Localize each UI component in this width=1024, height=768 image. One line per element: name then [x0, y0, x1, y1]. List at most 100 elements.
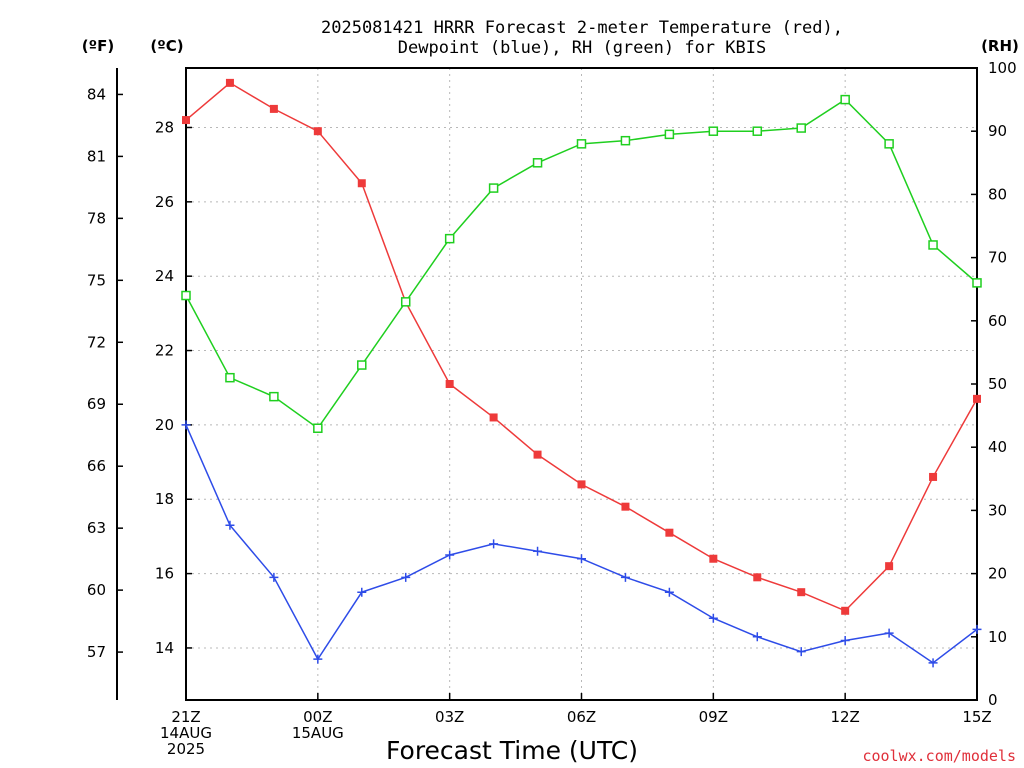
dewpoint-point	[972, 624, 982, 634]
rh-point	[181, 290, 191, 301]
rh-line	[185, 98, 978, 430]
rh-point	[620, 135, 631, 146]
temperature-point	[533, 450, 542, 459]
dewpoint-point	[181, 420, 191, 430]
temperature-point	[225, 78, 234, 87]
rh-point	[269, 391, 279, 402]
rh-point	[708, 126, 719, 136]
rh-tick-label: 10	[988, 628, 1007, 646]
rh-series	[181, 94, 982, 433]
rh-tick-label: 40	[988, 438, 1007, 456]
dewpoint-point	[577, 554, 586, 564]
temperature-point	[841, 606, 850, 615]
dewpoint-point	[357, 587, 367, 597]
x-axis-label: Forecast Time (UTC)	[386, 736, 638, 765]
dewpoint-point	[533, 546, 543, 556]
rh-point	[225, 372, 235, 383]
rh-point	[400, 297, 411, 307]
celsius-tick-label: 20	[155, 416, 174, 434]
fahrenheit-tick-label: 81	[87, 147, 106, 165]
rh-tick-label: 90	[988, 122, 1007, 140]
temperature-point	[621, 502, 630, 511]
temperature-series	[182, 78, 981, 615]
temperature-point	[577, 480, 586, 489]
temperature-point	[357, 179, 366, 188]
x-tick-label: 00Z 15AUG	[292, 708, 344, 742]
fahrenheit-tick-label: 57	[87, 643, 106, 661]
rh-point	[357, 360, 367, 370]
celsius-tick-label: 16	[155, 565, 174, 583]
rh-tick-label: 60	[988, 312, 1007, 330]
temperature-point	[182, 116, 190, 125]
fahrenheit-tick-label: 78	[87, 209, 106, 227]
fahrenheit-unit-label: (ºF)	[82, 37, 114, 55]
temperature-point	[665, 528, 674, 537]
temperature-point	[709, 554, 718, 563]
celsius-tick-label: 26	[155, 193, 174, 211]
rh-point	[840, 94, 850, 105]
rh-tick-label: 80	[988, 185, 1007, 203]
rh-tick-label: 30	[988, 501, 1007, 519]
rh-point	[444, 233, 455, 244]
dewpoint-point	[884, 628, 894, 638]
dewpoint-point	[401, 572, 411, 582]
dewpoint-point	[840, 636, 850, 646]
x-tick-label: 03Z	[435, 708, 464, 726]
rh-point	[884, 139, 894, 149]
temperature-point	[269, 104, 278, 113]
fahrenheit-tick-label: 66	[87, 457, 106, 475]
celsius-tick-label: 28	[155, 118, 174, 136]
temperature-point	[489, 413, 498, 422]
fahrenheit-tick-label: 84	[87, 85, 106, 103]
plot-frame	[185, 67, 978, 701]
x-tick-label: 06Z	[567, 708, 596, 726]
celsius-tick-label: 18	[155, 490, 174, 508]
fahrenheit-tick-label: 72	[87, 333, 106, 351]
dewpoint-point	[928, 658, 938, 668]
grid	[186, 68, 977, 700]
dewpoint-point	[620, 572, 630, 582]
temperature-point	[973, 394, 981, 403]
rh-tick-label: 50	[988, 375, 1007, 393]
rh-tick-label: 0	[988, 691, 998, 709]
axes: 57 60 63 66 69 72 75 78 81 84 14 16 18 20 22 24 26 28 0 10 2…	[87, 59, 1017, 758]
series-layer	[181, 78, 982, 668]
temperature-point	[929, 472, 938, 481]
temperature-point	[445, 380, 454, 388]
rh-tick-label: 20	[988, 565, 1007, 583]
fahrenheit-tick-label: 63	[87, 519, 106, 537]
temperature-point	[753, 573, 762, 582]
rh-unit-label: (RH)	[981, 37, 1019, 55]
chart-title-line-2: Dewpoint (blue), RH (green) for KBIS	[398, 38, 766, 58]
celsius-tick-label: 24	[155, 267, 174, 285]
dewpoint-point	[269, 572, 279, 582]
chart-title-line-1: 2025081421 HRRR Forecast 2-meter Tempera…	[321, 18, 843, 38]
site-credit: coolwx.com/models	[862, 747, 1016, 765]
dewpoint-point	[313, 654, 323, 664]
rh-point	[664, 129, 675, 140]
fahrenheit-tick-label: 69	[87, 395, 106, 413]
rh-point	[488, 183, 499, 193]
rh-point	[928, 240, 938, 250]
celsius-tick-label: 22	[155, 342, 174, 360]
x-tick-label: 15Z	[962, 708, 991, 726]
rh-point	[972, 278, 982, 288]
rh-point	[576, 139, 587, 149]
fahrenheit-tick-label: 75	[87, 271, 106, 289]
rh-point	[796, 123, 806, 133]
dewpoint-point	[489, 539, 499, 549]
rh-tick-label: 100	[988, 59, 1017, 77]
dewpoint-point	[225, 520, 235, 530]
dewpoint-point	[445, 550, 455, 560]
celsius-tick-label: 14	[155, 639, 174, 657]
dewpoint-point	[752, 632, 762, 642]
rh-tick-label: 70	[988, 249, 1007, 267]
dewpoint-point	[664, 587, 674, 597]
x-tick-label: 12Z	[830, 708, 859, 726]
rh-point	[532, 158, 543, 168]
dewpoint-series	[181, 420, 982, 668]
dewpoint-point	[708, 613, 718, 623]
x-tick-label: 09Z	[699, 708, 728, 726]
celsius-unit-label: (ºC)	[150, 37, 183, 55]
